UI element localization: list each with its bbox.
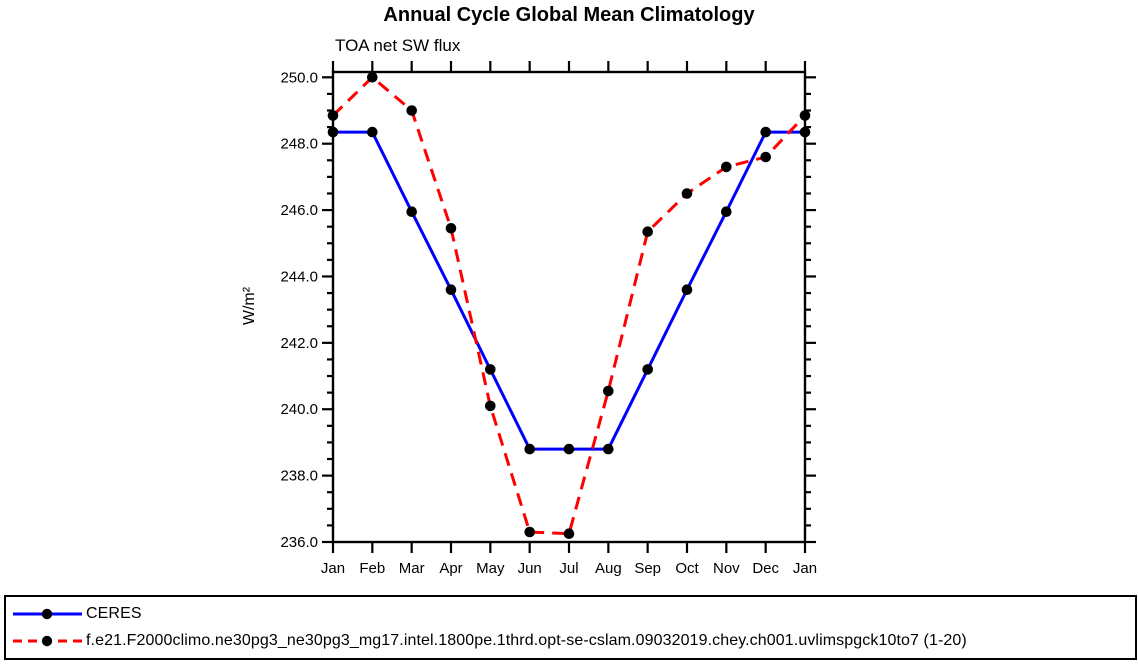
- data-point-marker-model: [799, 110, 811, 121]
- y-tick-label: 242.0: [280, 335, 318, 352]
- legend-label-model: f.e21.F2000climo.ne30pg3_ne30pg3_mg17.in…: [86, 631, 967, 649]
- legend-marker-dot-icon: [41, 635, 53, 646]
- data-point-marker-model: [367, 72, 378, 83]
- x-tick-label: Dec: [752, 560, 779, 577]
- data-point-marker-ceres: [603, 443, 614, 455]
- data-point-marker-model: [681, 188, 693, 199]
- y-tick-label: 238.0: [280, 468, 318, 485]
- data-point-marker-model: [524, 526, 535, 538]
- data-point-marker-ceres: [563, 443, 575, 455]
- x-tick-label: Feb: [359, 560, 385, 577]
- x-tick-label: Nov: [713, 560, 740, 577]
- y-tick-label: 240.0: [280, 401, 318, 418]
- data-point-marker-model: [603, 385, 614, 397]
- y-tick-label: 248.0: [280, 136, 318, 153]
- x-tick-label: May: [476, 560, 505, 577]
- data-point-marker-ceres: [406, 206, 418, 217]
- data-point-marker-ceres: [445, 284, 457, 296]
- y-tick-label: 236.0: [280, 534, 318, 551]
- x-tick-label: Mar: [399, 560, 425, 577]
- data-point-marker-ceres: [681, 284, 693, 296]
- data-point-marker-ceres: [760, 126, 771, 138]
- data-point-marker-model: [642, 226, 653, 237]
- series-line-ceres: [333, 130, 805, 451]
- data-point-marker-model: [445, 223, 457, 234]
- x-tick-label: Oct: [675, 560, 699, 577]
- x-tick-label: Sep: [634, 560, 661, 577]
- data-point-marker-model: [721, 161, 732, 173]
- data-point-marker-ceres: [721, 206, 732, 217]
- x-tick-label: Apr: [439, 560, 462, 577]
- data-point-marker-ceres: [367, 126, 378, 138]
- data-point-marker-ceres: [327, 126, 339, 138]
- data-point-marker-ceres: [799, 126, 811, 138]
- series-line-model: [331, 75, 807, 536]
- data-point-marker-model: [563, 528, 575, 539]
- data-point-marker-model: [760, 151, 771, 163]
- data-point-marker-model: [406, 105, 418, 116]
- chart-subtitle: TOA net SW flux: [335, 36, 461, 55]
- plot-frame: [331, 70, 807, 544]
- legend-swatch-model-line: [13, 635, 82, 646]
- y-tick-label: 250.0: [280, 69, 318, 86]
- legend-item-model: f.e21.F2000climo.ne30pg3_ne30pg3_mg17.in…: [10, 632, 1135, 650]
- y-tick-label: 244.0: [280, 268, 318, 285]
- x-tick-label: Aug: [595, 560, 622, 577]
- data-point-marker-ceres: [485, 364, 496, 375]
- data-point-marker-ceres: [642, 364, 653, 375]
- x-tick-label: Jul: [559, 560, 578, 577]
- x-tick-label: Jun: [518, 560, 542, 577]
- data-point-marker-model: [485, 400, 496, 412]
- legend-marker-dot-icon: [41, 609, 53, 620]
- data-point-marker-model: [327, 110, 339, 121]
- x-tick-label: Jan: [793, 560, 817, 577]
- chart-title: Annual Cycle Global Mean Climatology: [383, 4, 755, 26]
- legend-item-ceres: CERES: [10, 605, 1135, 623]
- y-tick-label: 246.0: [280, 202, 318, 219]
- legend-label-ceres: CERES: [86, 605, 142, 623]
- legend-swatch-ceres-line: [13, 609, 82, 620]
- chart-canvas: 236.0 238.0 240.0 242.0 244.0 246.0 248.0 250.0…: [280, 61, 817, 577]
- data-point-marker-ceres: [524, 443, 535, 455]
- legend-box: CERES f.e21.F2000climo.ne30pg3_ne30pg3_m…: [4, 595, 1137, 660]
- x-tick-label: Jan: [321, 560, 345, 577]
